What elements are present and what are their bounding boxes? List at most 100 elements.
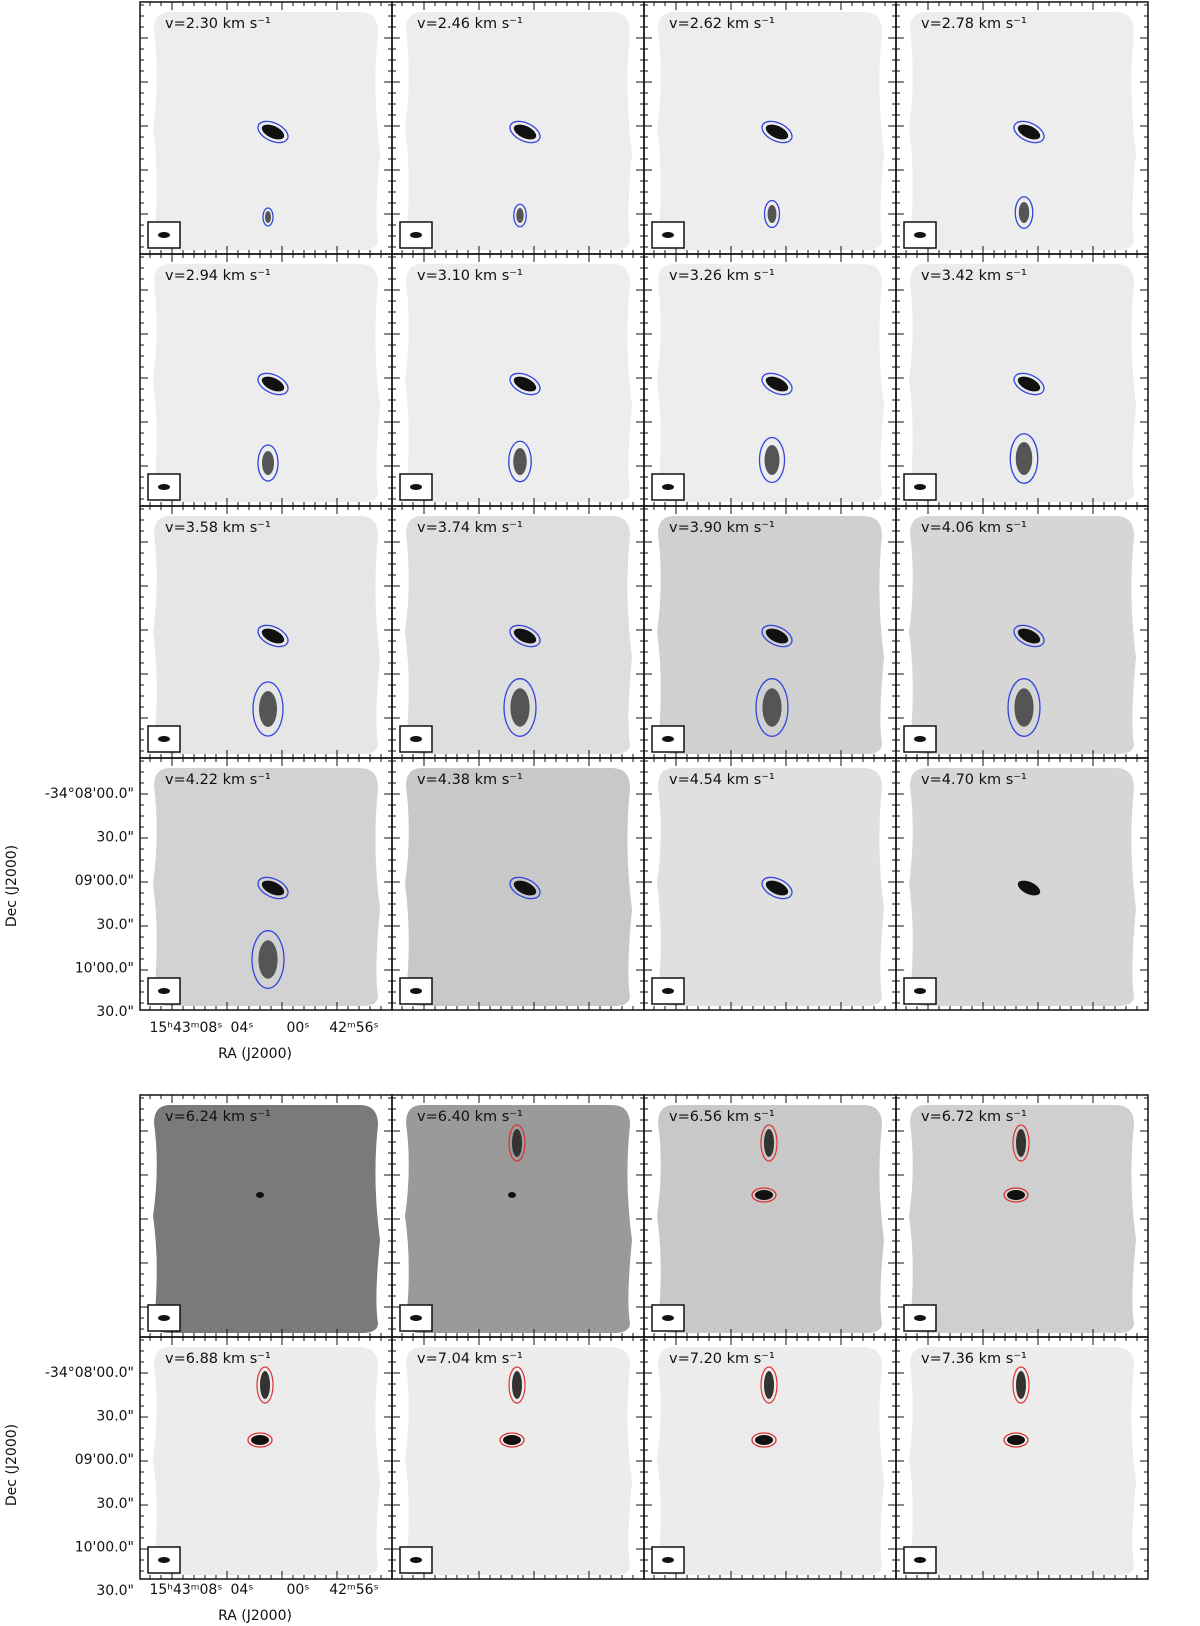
dec-tick-label: -34°08'00.0" [45,786,134,802]
emission-blob [256,1192,264,1198]
contour [257,372,289,396]
contour [751,1432,777,1448]
velocity-label: v=7.20 km s⁻¹ [669,1351,775,1367]
velocity-label: v=3.90 km s⁻¹ [669,520,775,536]
beam [158,1557,170,1563]
beam-box [903,473,937,501]
emission-blob [762,688,782,727]
ra-tick-label: 42ᵐ56ˢ [329,1020,379,1036]
contour [257,624,289,648]
map-image [657,1105,884,1333]
beam [410,1557,422,1563]
emission-blob [261,124,285,140]
velocity-label: v=4.54 km s⁻¹ [669,772,775,788]
contour [761,624,793,648]
velocity-label: v=3.42 km s⁻¹ [921,268,1027,284]
contour [262,207,274,227]
beam [410,232,422,238]
channel-panel: v=4.54 km s⁻¹ [643,757,897,1011]
map-image [909,1347,1136,1575]
velocity-label: v=4.06 km s⁻¹ [921,520,1027,536]
channel-panel: v=4.38 km s⁻¹ [391,757,645,1011]
beam-box [399,977,433,1005]
beam [158,988,170,994]
ra-tick-label: 04ˢ [230,1582,253,1598]
channel-panel: v=3.90 km s⁻¹ [643,505,897,759]
channel-panel: v=6.24 km s⁻¹ [139,1094,393,1338]
dec-tick-label: 09'00.0" [75,873,134,889]
x-axis-title: RA (J2000) [218,1046,292,1062]
velocity-label: v=3.74 km s⁻¹ [417,520,523,536]
y-axis-title: Dec (J2000) [4,1424,20,1506]
velocity-label: v=6.24 km s⁻¹ [165,1109,271,1125]
dec-tick-label: -34°08'00.0" [45,1365,134,1381]
map-image [909,1105,1136,1333]
channel-panel: v=6.72 km s⁻¹ [895,1094,1149,1338]
ra-tick-label: 00ˢ [286,1582,309,1598]
beam-box [399,221,433,249]
beam [158,232,170,238]
beam [662,736,674,742]
ra-tick-label: 04ˢ [230,1020,253,1036]
contour [503,678,537,737]
velocity-label: v=2.46 km s⁻¹ [417,16,523,32]
channel-panel: v=2.30 km s⁻¹ [139,1,393,255]
emission-blob [765,376,789,392]
channel-panel: v=4.22 km s⁻¹ [139,757,393,1011]
contour [499,1432,525,1448]
contour [1007,678,1041,737]
emission-blob [260,1371,270,1399]
contour [509,876,541,900]
velocity-label: v=2.94 km s⁻¹ [165,268,271,284]
map-image [405,1347,632,1575]
contour [1003,1187,1029,1203]
beam [410,484,422,490]
contour [251,930,285,989]
contour [257,444,279,482]
velocity-label: v=7.04 km s⁻¹ [417,1351,523,1367]
contour [1013,120,1045,144]
velocity-label: v=2.62 km s⁻¹ [669,16,775,32]
beam [914,484,926,490]
contour [513,203,527,228]
channel-panel: v=2.94 km s⁻¹ [139,253,393,507]
emission-blob [1017,880,1041,896]
velocity-label: v=6.72 km s⁻¹ [921,1109,1027,1125]
map-image [657,1347,884,1575]
channel-panel: v=3.42 km s⁻¹ [895,253,1149,507]
dec-tick-label: 09'00.0" [75,1452,134,1468]
beam [914,736,926,742]
beam [158,484,170,490]
velocity-label: v=4.22 km s⁻¹ [165,772,271,788]
channel-panel: v=4.06 km s⁻¹ [895,505,1149,759]
contour [247,1432,273,1448]
emission-blob [261,376,285,392]
contour [508,1366,526,1404]
emission-blob [516,208,524,223]
emission-blob [1007,1435,1025,1445]
beam [914,1315,926,1321]
emission-blob [265,211,271,223]
channel-panel: v=2.62 km s⁻¹ [643,1,897,255]
emission-blob [513,124,537,140]
emission-blob [262,451,274,475]
beam [158,1315,170,1321]
contour [761,876,793,900]
channel-panel: v=6.40 km s⁻¹ [391,1094,645,1338]
contour [1013,372,1045,396]
contour [761,372,793,396]
contour [758,436,786,484]
beam [662,988,674,994]
emission-blob [765,880,789,896]
map-image [405,1105,632,1333]
beam [158,736,170,742]
contour [760,1366,778,1404]
contour [763,199,781,229]
emission-blob [503,1435,521,1445]
beam [410,736,422,742]
emission-blob [512,1129,522,1157]
dec-tick-label: 30.0" [96,1496,134,1512]
y-axis-title: Dec (J2000) [4,845,20,927]
emission-blob [259,691,277,727]
